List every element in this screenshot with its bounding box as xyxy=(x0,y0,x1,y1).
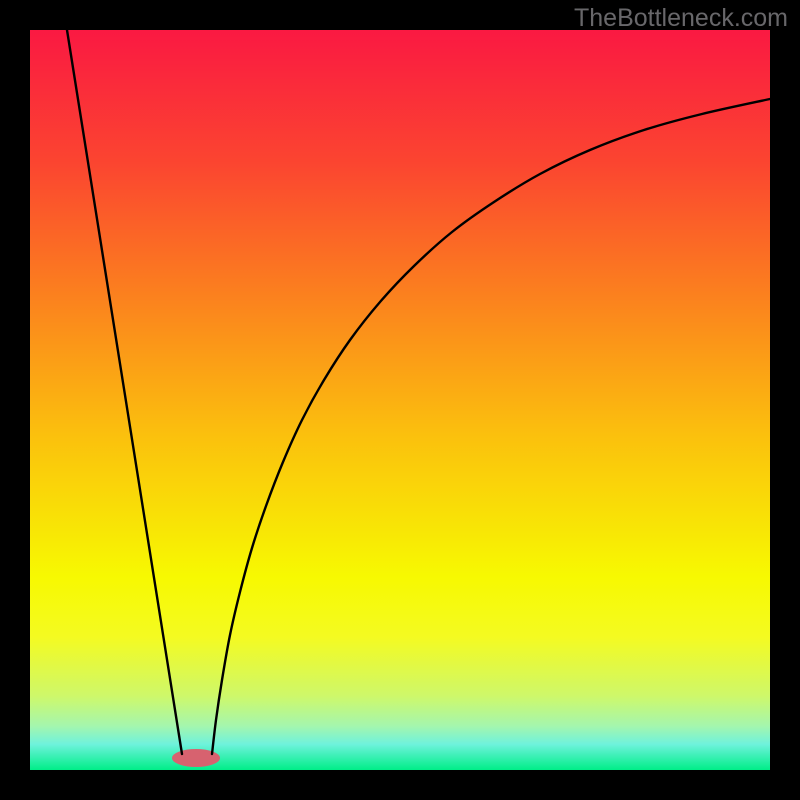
watermark-text: TheBottleneck.com xyxy=(574,4,788,33)
bottleneck-chart xyxy=(0,0,800,800)
chart-background xyxy=(30,30,770,770)
chart-container: TheBottleneck.com xyxy=(0,0,800,800)
